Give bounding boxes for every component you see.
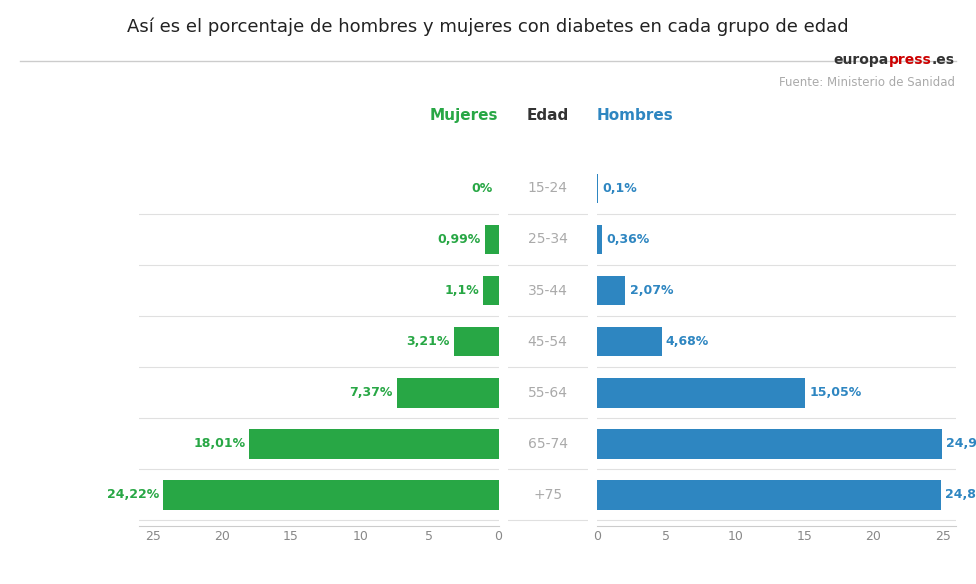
Text: 35-44: 35-44 <box>528 284 568 297</box>
Text: 24,89%: 24,89% <box>946 488 976 502</box>
Text: 24,92%: 24,92% <box>946 437 976 450</box>
Bar <box>596 173 598 203</box>
Text: 24,22%: 24,22% <box>107 488 159 502</box>
Text: Edad: Edad <box>526 107 569 123</box>
Text: 65-74: 65-74 <box>528 437 568 451</box>
Bar <box>596 327 662 356</box>
Bar <box>596 378 805 408</box>
Text: 1,1%: 1,1% <box>444 284 479 297</box>
Text: 55-64: 55-64 <box>528 386 568 399</box>
Text: 18,01%: 18,01% <box>193 437 245 450</box>
Text: europa: europa <box>834 53 889 67</box>
Text: +75: +75 <box>533 488 562 502</box>
Bar <box>163 480 499 510</box>
Text: 0,99%: 0,99% <box>437 233 480 246</box>
Bar <box>596 429 942 458</box>
Text: 0,1%: 0,1% <box>602 182 637 195</box>
Bar <box>483 276 499 305</box>
Text: 7,37%: 7,37% <box>349 386 392 399</box>
Text: 15-24: 15-24 <box>528 182 568 195</box>
Bar <box>454 327 499 356</box>
Bar <box>596 225 602 254</box>
Text: 15,05%: 15,05% <box>809 386 862 399</box>
Text: 3,21%: 3,21% <box>407 335 450 348</box>
Text: Hombres: Hombres <box>596 107 673 123</box>
Text: 45-54: 45-54 <box>528 335 568 349</box>
Text: Fuente: Ministerio de Sanidad: Fuente: Ministerio de Sanidad <box>779 76 955 89</box>
Bar <box>596 276 626 305</box>
Text: 4,68%: 4,68% <box>666 335 709 348</box>
Bar <box>596 480 941 510</box>
Text: 0%: 0% <box>471 182 493 195</box>
Text: Mujeres: Mujeres <box>430 107 499 123</box>
Text: press: press <box>889 53 931 67</box>
Bar <box>396 378 499 408</box>
Bar <box>250 429 499 458</box>
Text: 25-34: 25-34 <box>528 232 568 246</box>
Text: 0,36%: 0,36% <box>606 233 649 246</box>
Bar <box>485 225 499 254</box>
Text: .es: .es <box>931 53 955 67</box>
Text: 2,07%: 2,07% <box>630 284 673 297</box>
Text: Así es el porcentaje de hombres y mujeres con diabetes en cada grupo de edad: Así es el porcentaje de hombres y mujere… <box>127 18 849 36</box>
